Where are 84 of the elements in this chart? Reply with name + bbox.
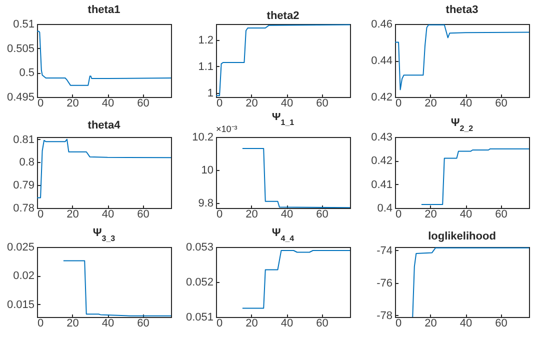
- x-tick-label: 40: [460, 208, 472, 220]
- y-tick-label: 1.2: [198, 34, 214, 46]
- y-tick-label: 0.41: [371, 178, 392, 191]
- y-tick-label: 0.79: [13, 180, 34, 192]
- y-tick-label: 10.2: [192, 132, 214, 144]
- x-tick-label: 40: [280, 318, 294, 330]
- line-series: [412, 247, 529, 317]
- chart-title: theta4: [88, 119, 122, 132]
- x-tick-label: 20: [246, 98, 258, 110]
- x-tick-label: 60: [316, 208, 328, 220]
- x-tick-label: 0: [38, 98, 44, 110]
- x-tick-label: 20: [424, 318, 437, 330]
- chart-title: theta3: [446, 4, 478, 16]
- y-tick-label: 0.43: [371, 132, 392, 144]
- y-tick-label: 10: [201, 164, 214, 177]
- x-tick-label: 60: [316, 98, 328, 110]
- chart-title: theta2: [266, 10, 300, 22]
- x-tick-label: 20: [246, 318, 258, 330]
- y-tick-label: 0.46: [371, 18, 392, 30]
- y-tick-label: 0.5: [19, 67, 34, 80]
- y-tick-label: 0.051: [186, 312, 214, 324]
- x-tick-label: 0: [216, 208, 223, 220]
- x-tick-label: 60: [137, 208, 150, 220]
- x-tick-label: 40: [280, 98, 294, 110]
- x-tick-label: 20: [424, 208, 437, 220]
- y-tick-label: 1: [207, 88, 214, 100]
- line-series: [242, 250, 350, 309]
- x-tick-label: 40: [460, 318, 472, 330]
- y-tick-label: 0.42: [371, 155, 392, 168]
- y-tick-label: 0.02: [13, 270, 34, 282]
- y-tick-label: -78: [376, 310, 392, 322]
- y-tick-label: -76: [376, 277, 392, 290]
- x-tick-label: 40: [102, 208, 114, 220]
- x-tick-label: 60: [137, 318, 150, 330]
- x-tick-label: 0: [216, 98, 223, 110]
- y-tick-label: 0.015: [6, 298, 34, 311]
- line-series: [37, 30, 171, 86]
- y-tick-label: 0.51: [13, 18, 34, 30]
- x-tick-label: 20: [66, 208, 79, 220]
- x-tick-label: 40: [102, 98, 114, 110]
- y-tick-label: 0.4: [377, 202, 392, 214]
- chart-title: Ψ$_{3_3}$: [92, 227, 116, 242]
- y-tick-label: 1.1: [198, 60, 214, 73]
- x-tick-label: 40: [280, 208, 294, 220]
- line-series: [62, 260, 171, 316]
- x-tick-label: 20: [66, 318, 79, 330]
- line-series: [37, 138, 171, 198]
- x-tick-label: 20: [66, 98, 79, 110]
- chart-title: theta1: [88, 4, 120, 16]
- x-tick-label: 0: [38, 208, 44, 220]
- line-series: [395, 24, 529, 90]
- y-tick-label: 0.78: [13, 202, 34, 214]
- y-tick-label: 0.8: [19, 156, 34, 169]
- x-tick-label: 20: [424, 98, 437, 110]
- chart-title: Ψ$_{4_4}$: [272, 227, 295, 242]
- y-tick-label: 0.81: [13, 134, 34, 146]
- y-tick-label: 9.8: [198, 198, 214, 210]
- x-tick-label: 60: [316, 318, 328, 330]
- text: ×10⁻³: [216, 124, 238, 134]
- y-tick-label: 0.052: [186, 276, 214, 288]
- x-tick-label: 60: [137, 98, 150, 110]
- x-tick-label: 40: [102, 318, 114, 330]
- x-tick-label: 0: [396, 98, 402, 110]
- chart-title: loglikelihood: [428, 230, 496, 242]
- x-tick-label: 60: [495, 98, 508, 110]
- x-tick-label: 40: [460, 98, 472, 110]
- y-tick-label: 0.495: [6, 92, 34, 104]
- x-tick-label: 20: [246, 208, 258, 220]
- y-tick-label: 0.053: [186, 242, 214, 254]
- x-tick-label: 60: [495, 208, 508, 220]
- x-tick-label: 60: [495, 318, 508, 330]
- x-tick-label: 0: [396, 208, 402, 220]
- chart-title: Ψ$_{2_2}$: [450, 117, 474, 132]
- x-tick-label: 0: [216, 318, 223, 330]
- x-tick-label: 0: [396, 318, 402, 330]
- y-tick-label: 0.44: [371, 55, 392, 67]
- y-tick-label: 0.025: [6, 242, 34, 254]
- line-series: [420, 148, 529, 205]
- line-series: [242, 148, 350, 208]
- y-tick-label: -74: [376, 244, 392, 257]
- y-tick-label: 0.42: [371, 92, 392, 104]
- y-tick-label: 0.505: [6, 42, 34, 55]
- line-series: [216, 24, 350, 96]
- x-tick-label: 0: [38, 318, 44, 330]
